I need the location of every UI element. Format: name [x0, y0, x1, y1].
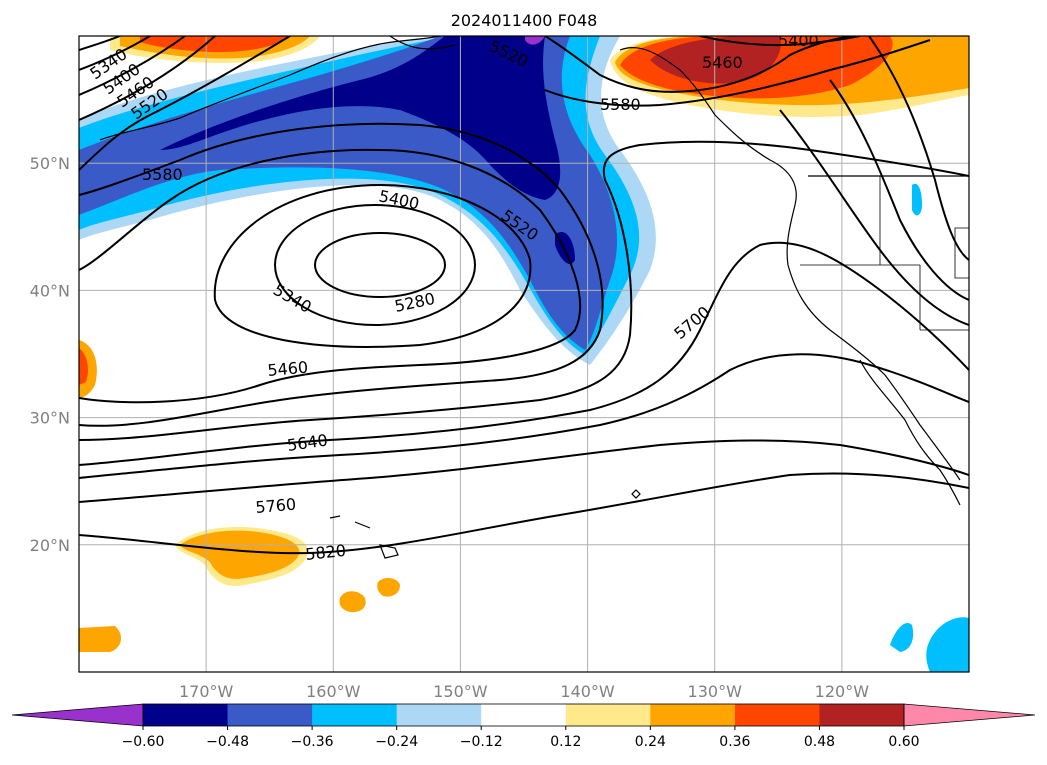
contour-5580 [79, 140, 969, 441]
contour-ne-5580 [544, 39, 931, 107]
contour-5340 [274, 204, 476, 326]
contour-label: 5400 [778, 31, 819, 50]
latitude-tick-label: 30°N [30, 409, 70, 428]
contour-5520 [79, 122, 604, 427]
colorbar-segment [481, 704, 567, 726]
longitude-tick-label: 160°W [306, 682, 361, 701]
positive-anomaly-leftedge-red [79, 348, 88, 385]
contour-label: 5580 [600, 95, 641, 114]
colorbar-extend-high [903, 703, 1036, 727]
contour-label: 5580 [142, 165, 183, 184]
contour-5760 [79, 439, 969, 503]
contour-label: 5460 [702, 53, 743, 72]
figure-title: 2024011400 F048 [451, 11, 598, 30]
colorbar-extend-low [11, 703, 144, 727]
longitude-labels: 170°W 160°W 150°W 140°W 130°W 120°W [179, 682, 869, 701]
colorbar-frame [142, 703, 905, 727]
contour-5640 [79, 241, 969, 466]
contour-5280 [314, 232, 446, 298]
colorbar-segment [143, 704, 229, 726]
contour-nw-3 [79, 36, 186, 96]
border-states-1 [800, 176, 969, 331]
contour-5460 [79, 148, 582, 404]
contour-5400 [213, 183, 532, 348]
contour-nw-5 [79, 36, 291, 171]
latitude-tick-label: 20°N [30, 536, 70, 555]
positive-anomaly-topright-darkred [650, 36, 781, 84]
map-frame [78, 35, 970, 673]
contour-ne-right2 [829, 79, 969, 301]
negative-anomaly-purple [525, 36, 545, 45]
colorbar-tick-label: −0.48 [206, 734, 249, 750]
positive-anomaly-bottomleft [79, 626, 122, 652]
colorbar-segment [312, 704, 398, 726]
contour-5700 [79, 353, 969, 479]
positive-anomaly-topleft-red [140, 36, 290, 52]
latitude-tick-label: 40°N [30, 281, 70, 300]
latitude-labels: 20°N 30°N 40°N 50°N [30, 154, 70, 555]
positive-anomaly-island2 [377, 578, 400, 597]
colorbar-segment [396, 704, 482, 726]
contour-nw-4 [79, 36, 216, 121]
coastline-pnw [619, 46, 961, 481]
coastline-hawaii-1 [329, 515, 399, 559]
map-panel: 5340 5400 5460 5520 5580 5520 5460 5400 … [79, 31, 969, 672]
contour-ne-5400 [699, 36, 861, 47]
colorbar: −0.60 −0.48 −0.36 −0.24 −0.12 0.12 0.24 0.36 0.4… [11, 703, 1036, 750]
colorbar-tick-label: 0.12 [550, 734, 581, 750]
colorbar-tick-label: −0.60 [122, 734, 165, 750]
negative-anomaly-stripe [912, 183, 922, 216]
positive-anomaly-hawaii-orange [180, 530, 300, 579]
colorbar-tick-label: −0.36 [291, 734, 334, 750]
positive-anomaly-island1 [339, 591, 366, 613]
contour-ne-5520 [544, 36, 851, 93]
latitude-tick-label: 50°N [30, 154, 70, 173]
colorbar-tick-label: −0.24 [375, 734, 418, 750]
coastlines [99, 36, 969, 559]
contour-ne-right1 [868, 36, 969, 261]
contour-5820 [79, 472, 969, 555]
longitude-tick-label: 120°W [815, 682, 870, 701]
longitude-tick-label: 130°W [688, 682, 743, 701]
negative-anomaly-bottomright [926, 617, 969, 672]
contour-nw-2 [79, 36, 151, 71]
contour-label: 5460 [267, 358, 309, 380]
height-contours [79, 36, 969, 555]
colorbar-tick-label: 0.60 [888, 734, 919, 750]
colorbar-tick-label: 0.24 [635, 734, 666, 750]
colorbar-segment [650, 704, 736, 726]
colorbar-tick-label: 0.36 [719, 734, 750, 750]
contour-label: 5820 [304, 541, 346, 564]
colorbar-segment [565, 704, 651, 726]
contour-nw-1 [79, 36, 121, 51]
colorbar-tick-label: −0.12 [460, 734, 503, 750]
coastline-alaska-south [389, 36, 456, 50]
colorbar-segment [734, 704, 820, 726]
coastline-mexico [859, 359, 961, 506]
contour-label: 5760 [255, 495, 297, 517]
colorbar-segment [227, 704, 313, 726]
border-states-2 [954, 227, 969, 279]
colorbar-segment [819, 704, 905, 726]
coastline-alaska [99, 36, 441, 141]
longitude-tick-label: 170°W [179, 682, 234, 701]
longitude-tick-label: 150°W [433, 682, 488, 701]
contour-ne-right3 [779, 109, 969, 326]
negative-anomaly-bottomright2 [890, 622, 914, 652]
island-small [631, 489, 641, 499]
colorbar-tick-label: 0.48 [804, 734, 835, 750]
longitude-tick-label: 140°W [560, 682, 615, 701]
